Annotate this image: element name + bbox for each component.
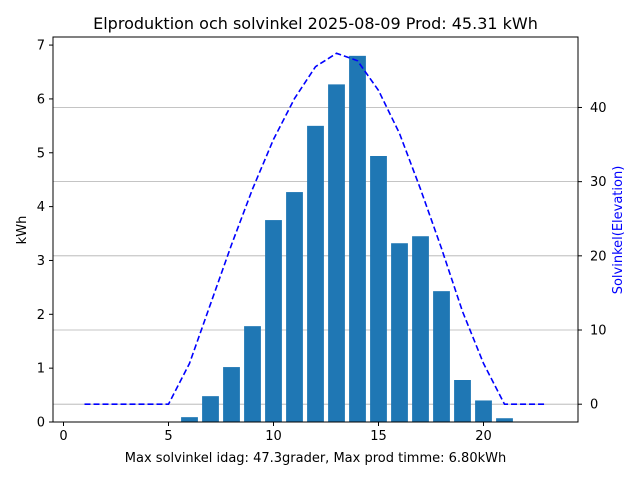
x-tick-label: 0 [59, 429, 67, 444]
x-axis-label: Max solvinkel idag: 47.3grader, Max prod… [125, 451, 506, 466]
x-axis-ticks: 0 5 10 15 20 [59, 422, 492, 444]
x-tick-label: 15 [370, 429, 387, 444]
bar [454, 380, 471, 422]
y2-tick-label: 40 [590, 101, 607, 116]
bar [265, 220, 282, 422]
bar [496, 418, 513, 422]
y2-axis-label: Solvinkel(Elevation) [611, 166, 626, 295]
y-tick-label: 6 [37, 92, 45, 107]
x-tick-label: 5 [164, 429, 172, 444]
bar [349, 55, 366, 422]
bar [223, 367, 240, 422]
y-axis-ticks: 0 1 2 3 4 5 6 7 [37, 39, 53, 431]
bar [475, 400, 492, 422]
y-tick-label: 7 [37, 39, 45, 54]
y-axis-label: kWh [15, 216, 30, 245]
bar [202, 396, 219, 422]
y2-tick-label: 30 [590, 175, 607, 190]
plot-frame [52, 36, 579, 423]
y-tick-label: 1 [37, 362, 45, 377]
bar-series [181, 55, 513, 422]
bar [370, 156, 387, 422]
bar [328, 84, 345, 422]
bar [412, 236, 429, 422]
chart-title: Elproduktion och solvinkel 2025-08-09 Pr… [93, 14, 538, 33]
x-tick-label: 20 [475, 429, 492, 444]
x-tick-label: 10 [265, 429, 282, 444]
elevation-line [84, 52, 547, 405]
y-tick-label: 2 [37, 308, 45, 323]
bar [286, 192, 303, 422]
bar [307, 125, 324, 422]
y-tick-label: 5 [37, 146, 45, 161]
bar [433, 291, 450, 422]
y-tick-label: 0 [37, 416, 45, 431]
y-tick-label: 4 [37, 200, 45, 215]
y2-tick-label: 10 [590, 324, 607, 339]
bar [391, 243, 408, 422]
bar [244, 326, 261, 422]
y2-tick-label: 0 [590, 398, 598, 413]
bar [181, 417, 198, 422]
y2-tick-label: 20 [590, 249, 607, 264]
y2-axis-ticks: 0 10 20 30 40 [578, 101, 607, 413]
y-tick-label: 3 [37, 254, 45, 269]
elevation-line-series [84, 52, 547, 405]
